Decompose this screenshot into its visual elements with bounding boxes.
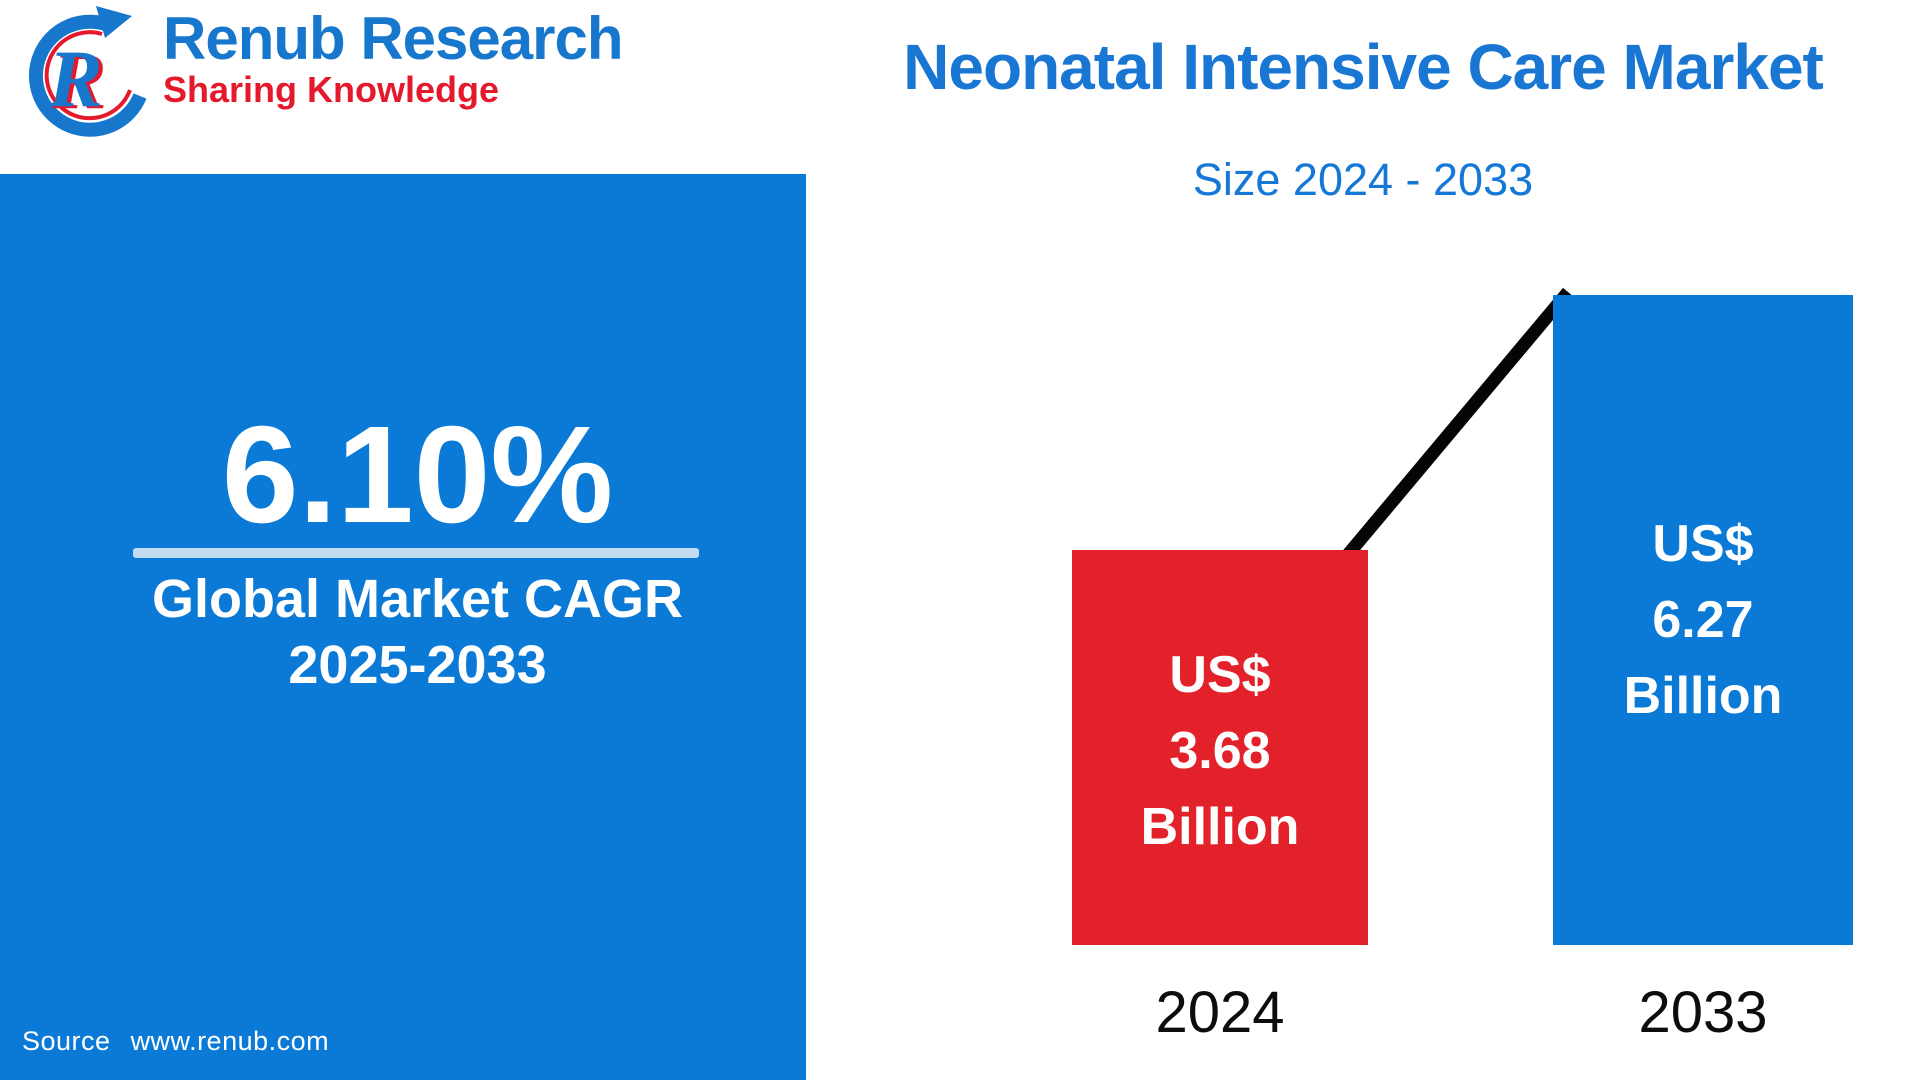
axis-label-2033: 2033: [1638, 980, 1768, 1045]
bar-2024-value-line1: US$: [1169, 645, 1271, 704]
source-label: Source: [22, 1026, 111, 1056]
source-attribution: Source www.renub.com: [22, 1026, 329, 1057]
bar-2033-value-line3: Billion: [1623, 667, 1783, 725]
source-url: www.renub.com: [130, 1026, 330, 1056]
brand-name: Renub Research: [163, 5, 623, 72]
divider-line: [133, 548, 699, 558]
cagr-value: 6.10%: [221, 398, 614, 552]
svg-text:R: R: [47, 33, 103, 124]
page-subtitle: Size 2024 - 2033: [1192, 154, 1534, 205]
brand-tagline: Sharing Knowledge: [163, 69, 500, 110]
page-title: Neonatal Intensive Care Market: [903, 31, 1824, 103]
brand-block: Renub Research Sharing Knowledge: [163, 8, 623, 109]
bar-2033-value-line2: 6.27: [1652, 591, 1754, 649]
bar-2033: US$ 6.27 Billion: [1553, 295, 1853, 945]
bar-2024-value-line2: 3.68: [1169, 721, 1271, 780]
cagr-label-line2: 2025-2033: [288, 635, 547, 695]
bar-2024-value-line3: Billion: [1140, 797, 1300, 856]
brand-logo-icon: R R: [29, 6, 147, 137]
cagr-highlight-panel: 6.10% Global Market CAGR 2025-2033 Sourc…: [0, 174, 806, 1080]
svg-text:R: R: [51, 35, 107, 126]
axis-label-2024: 2024: [1155, 980, 1285, 1045]
bar-2033-value-line1: US$: [1652, 515, 1754, 573]
cagr-label-line1: Global Market CAGR: [151, 569, 684, 629]
bar-2024: US$ 3.68 Billion: [1072, 550, 1368, 945]
